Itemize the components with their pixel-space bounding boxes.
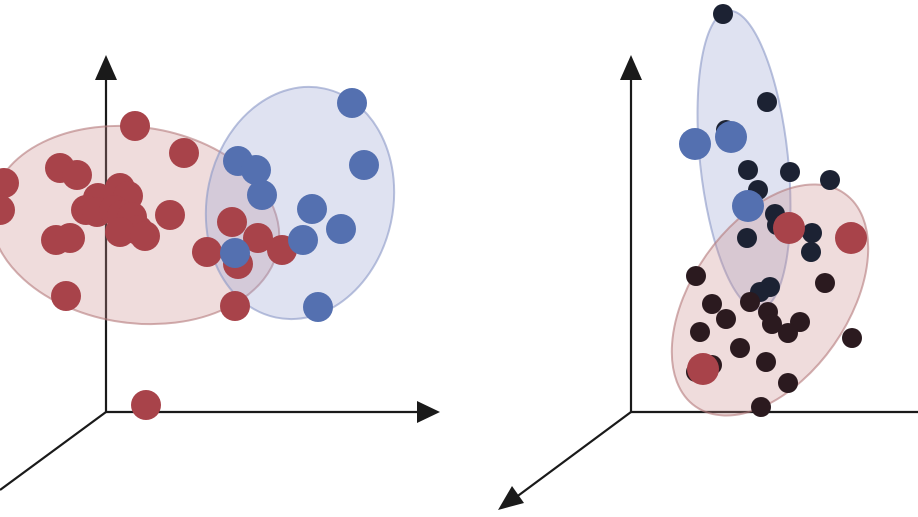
right-axes bbox=[498, 55, 918, 510]
right-panel-maroon-point bbox=[778, 323, 798, 343]
right-y-arrow bbox=[620, 55, 642, 80]
right-red-ellipse bbox=[670, 183, 870, 417]
right-panel-navy-point bbox=[737, 228, 757, 248]
left-z-axis bbox=[0, 411, 107, 491]
left-panel-red-point bbox=[169, 138, 199, 168]
right-panel-red-highlight-point bbox=[835, 222, 867, 254]
left-panel-blue-point bbox=[288, 225, 318, 255]
left-panel-blue-point bbox=[337, 88, 367, 118]
right-panel-navy-point bbox=[801, 242, 821, 262]
left-panel-red-point bbox=[155, 200, 185, 230]
right-panel-maroon-point bbox=[815, 273, 835, 293]
left-panel-red-point bbox=[217, 207, 247, 237]
right-panel-maroon-point bbox=[740, 292, 760, 312]
right-panel-maroon-point bbox=[762, 314, 782, 334]
right-points bbox=[679, 4, 867, 417]
right-panel-maroon-point bbox=[730, 338, 750, 358]
right-panel-navy-point bbox=[713, 4, 733, 24]
right-panel-navy-point bbox=[820, 170, 840, 190]
left-panel-red-point bbox=[130, 221, 160, 251]
left-panel-red-point bbox=[51, 281, 81, 311]
right-panel-blue-highlight-point bbox=[732, 190, 764, 222]
right-panel-navy-point bbox=[757, 92, 777, 112]
right-panel-maroon-point bbox=[756, 352, 776, 372]
right-panel-red-highlight-point bbox=[773, 212, 805, 244]
left-panel-blue-point bbox=[297, 194, 327, 224]
left-panel-blue-point bbox=[303, 292, 333, 322]
left-y-arrow bbox=[95, 55, 117, 80]
right-panel-maroon-point bbox=[716, 309, 736, 329]
right-z-arrow bbox=[498, 486, 524, 510]
left-panel-red-point bbox=[0, 195, 15, 225]
left-panel-red-point bbox=[220, 291, 250, 321]
left-panel-red-point bbox=[105, 217, 135, 247]
left-panel-red-point bbox=[55, 223, 85, 253]
right-panel-red-highlight-point bbox=[687, 353, 719, 385]
left-panel-red-point bbox=[131, 390, 161, 420]
right-panel bbox=[498, 4, 918, 510]
right-panel-navy-point bbox=[802, 223, 822, 243]
left-panel-red-point bbox=[243, 223, 273, 253]
left-panel-red-point bbox=[192, 237, 222, 267]
right-panel-blue-highlight-point bbox=[679, 128, 711, 160]
right-panel-navy-point bbox=[780, 162, 800, 182]
left-panel-red-point bbox=[120, 111, 150, 141]
right-panel-maroon-point bbox=[690, 322, 710, 342]
right-panel-maroon-point bbox=[686, 266, 706, 286]
left-panel bbox=[0, 55, 440, 491]
left-panel-blue-point bbox=[220, 238, 250, 268]
left-panel-red-point bbox=[0, 168, 19, 198]
right-panel-maroon-point bbox=[702, 294, 722, 314]
right-panel-navy-point bbox=[738, 160, 758, 180]
left-panel-red-point bbox=[62, 160, 92, 190]
left-panel-blue-point bbox=[326, 214, 356, 244]
right-panel-maroon-point bbox=[842, 328, 862, 348]
left-panel-blue-point bbox=[247, 180, 277, 210]
left-panel-blue-point bbox=[349, 150, 379, 180]
right-panel-maroon-point bbox=[751, 397, 771, 417]
left-points bbox=[0, 88, 379, 420]
left-panel-blue-point bbox=[241, 155, 271, 185]
right-z-axis bbox=[514, 411, 632, 499]
right-panel-maroon-point bbox=[778, 373, 798, 393]
left-x-arrow bbox=[417, 401, 440, 423]
right-panel-blue-highlight-point bbox=[715, 121, 747, 153]
